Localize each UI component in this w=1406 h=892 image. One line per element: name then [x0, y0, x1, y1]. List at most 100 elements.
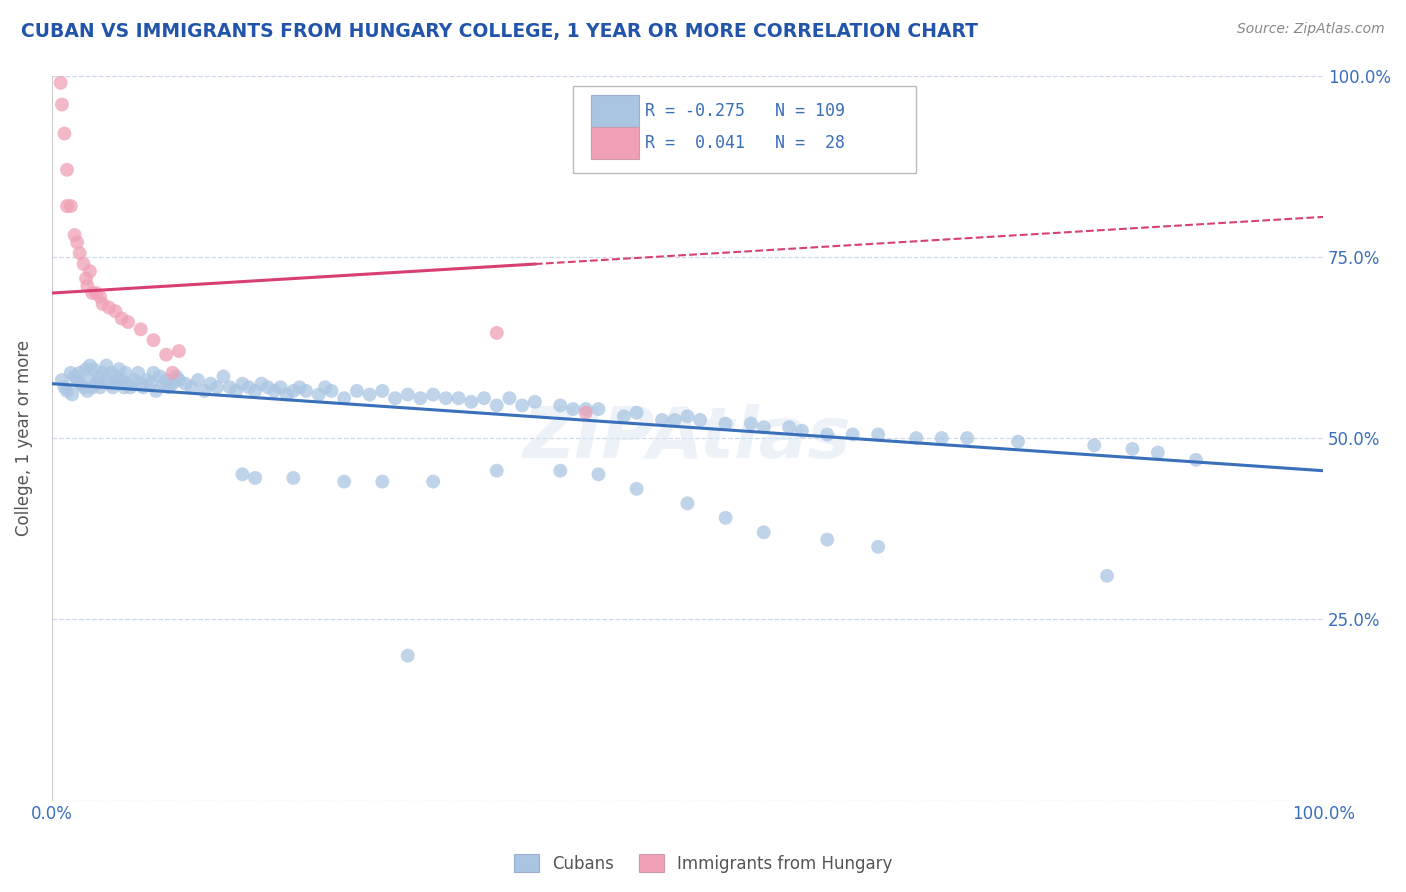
Point	[676, 496, 699, 510]
Point	[72, 257, 94, 271]
Point	[956, 431, 979, 445]
Point	[167, 373, 190, 387]
Point	[790, 424, 813, 438]
Point	[231, 376, 253, 391]
Point	[66, 373, 89, 387]
Point	[626, 482, 648, 496]
Point	[1095, 569, 1118, 583]
Point	[371, 475, 394, 489]
Point	[626, 406, 648, 420]
Point	[149, 369, 172, 384]
Point	[76, 278, 98, 293]
Point	[157, 380, 180, 394]
Point	[75, 362, 97, 376]
Point	[76, 384, 98, 398]
Point	[59, 366, 82, 380]
Point	[63, 227, 86, 242]
Point	[308, 387, 330, 401]
FancyBboxPatch shape	[591, 127, 640, 159]
Point	[101, 380, 124, 394]
Point	[676, 409, 699, 424]
Point	[145, 384, 167, 398]
Text: Source: ZipAtlas.com: Source: ZipAtlas.com	[1237, 22, 1385, 37]
Point	[104, 304, 127, 318]
Point	[651, 413, 673, 427]
Point	[97, 376, 120, 391]
Point	[79, 373, 101, 387]
Point	[79, 359, 101, 373]
Y-axis label: College, 1 year or more: College, 1 year or more	[15, 340, 32, 536]
Point	[422, 387, 444, 401]
Point	[498, 391, 520, 405]
Legend: Cubans, Immigrants from Hungary: Cubans, Immigrants from Hungary	[508, 847, 898, 880]
Point	[283, 384, 305, 398]
Point	[714, 417, 737, 431]
Point	[132, 380, 155, 394]
Point	[69, 376, 91, 391]
Point	[127, 366, 149, 380]
Point	[346, 384, 368, 398]
Point	[460, 394, 482, 409]
Point	[396, 387, 419, 401]
Point	[193, 384, 215, 398]
Point	[333, 391, 356, 405]
Point	[51, 97, 73, 112]
Point	[89, 290, 111, 304]
Point	[91, 366, 114, 380]
Point	[112, 380, 135, 394]
Point	[69, 246, 91, 260]
Point	[120, 380, 142, 394]
Point	[231, 467, 253, 482]
Point	[187, 373, 209, 387]
Point	[434, 391, 457, 405]
Point	[72, 380, 94, 394]
Point	[111, 373, 134, 387]
Point	[1185, 452, 1208, 467]
Point	[56, 199, 79, 213]
Point	[396, 648, 419, 663]
Point	[613, 409, 636, 424]
Point	[51, 373, 73, 387]
Text: ZIPAtlas: ZIPAtlas	[523, 403, 852, 473]
Point	[588, 402, 610, 417]
Point	[108, 362, 131, 376]
Point	[868, 540, 890, 554]
Point	[96, 359, 118, 373]
Point	[314, 380, 336, 394]
Point	[815, 427, 838, 442]
Point	[321, 384, 343, 398]
Point	[243, 384, 266, 398]
Point	[83, 362, 105, 376]
Point	[689, 413, 711, 427]
Point	[485, 464, 508, 478]
Point	[485, 399, 508, 413]
Point	[359, 387, 381, 401]
Point	[111, 311, 134, 326]
Point	[523, 394, 546, 409]
Point	[212, 369, 235, 384]
Point	[162, 376, 184, 391]
Point	[84, 376, 107, 391]
Point	[82, 380, 104, 394]
Point	[66, 235, 89, 250]
Point	[87, 369, 110, 384]
Point	[752, 525, 775, 540]
Point	[1121, 442, 1143, 456]
Point	[562, 402, 585, 417]
Point	[205, 380, 228, 394]
Point	[740, 417, 762, 431]
Point	[49, 76, 72, 90]
Point	[283, 471, 305, 485]
Point	[931, 431, 953, 445]
Point	[56, 162, 79, 177]
Point	[905, 431, 928, 445]
Point	[129, 376, 152, 391]
Point	[79, 264, 101, 278]
Point	[100, 366, 122, 380]
FancyBboxPatch shape	[574, 87, 917, 173]
Point	[225, 384, 247, 398]
FancyBboxPatch shape	[591, 95, 640, 127]
Point	[1147, 445, 1170, 459]
Point	[136, 373, 159, 387]
Point	[155, 348, 177, 362]
